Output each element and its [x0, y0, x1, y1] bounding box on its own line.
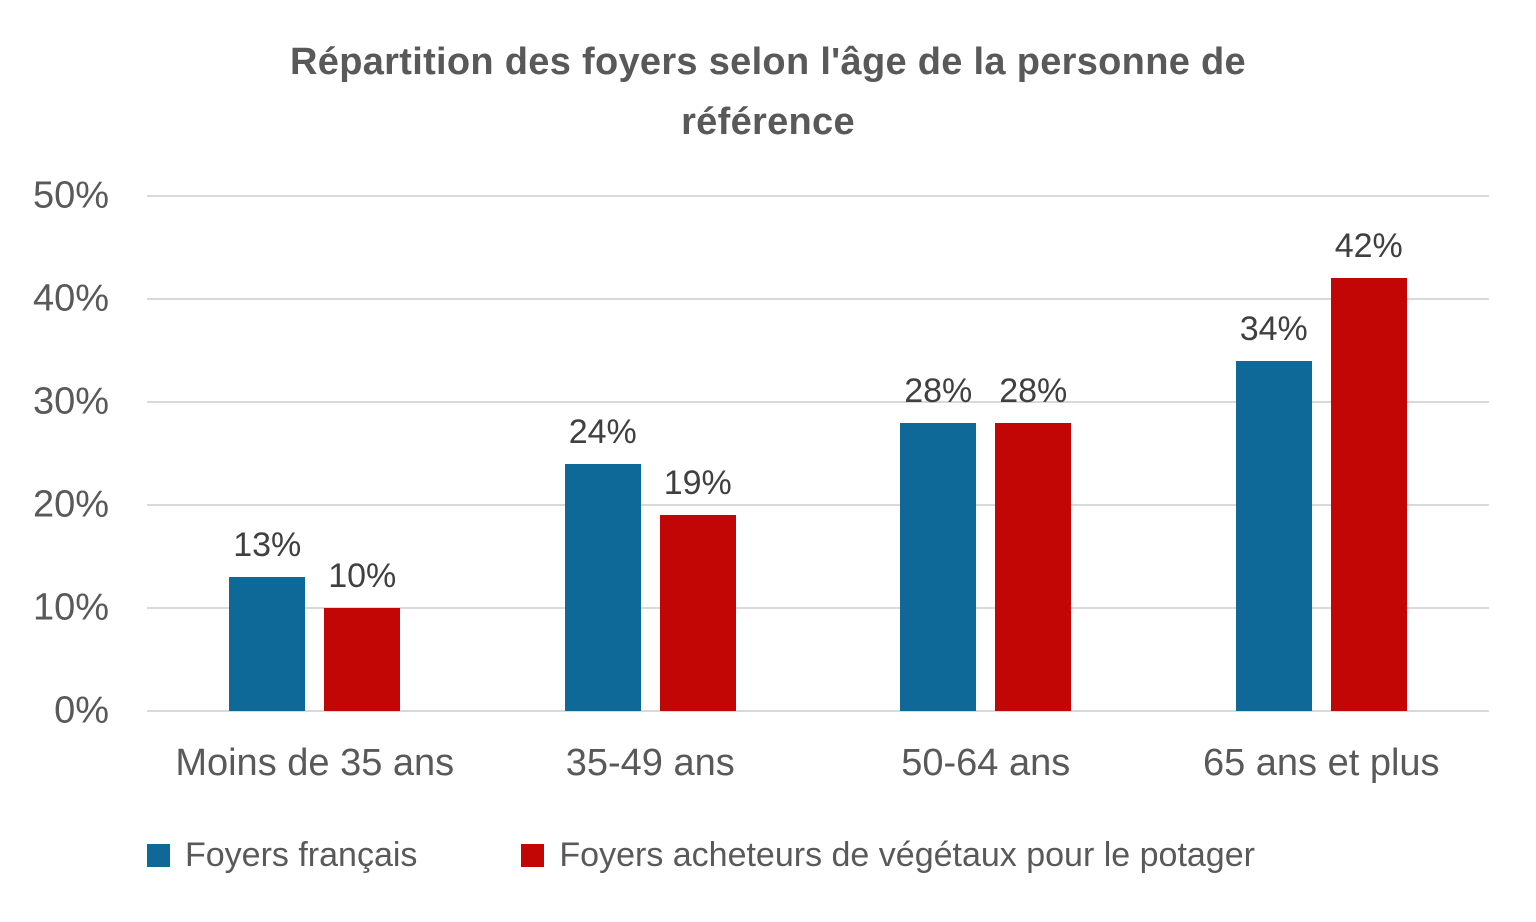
bar-series1 [900, 422, 977, 711]
y-axis-tick-label: 50% [32, 174, 109, 217]
category-label: 35-49 ans [565, 742, 735, 784]
chart-title-line1: Répartition des foyers selon l'âge de la… [290, 41, 1246, 83]
data-label: 28% [904, 371, 973, 410]
bar-series1 [1235, 360, 1312, 711]
data-label: 13% [233, 526, 302, 565]
legend-item-series1: Foyers français [147, 836, 417, 875]
legend-item-series2: Foyers acheteurs de végétaux pour le pot… [521, 836, 1255, 875]
category-label: Moins de 35 ans [175, 742, 455, 784]
legend: Foyers français Foyers acheteurs de végét… [147, 836, 1255, 875]
plot-area: 0% 10% 20% 30% 40% 50% 13% 10% 24% 19% 28% 28% 34% 42… [33, 175, 1489, 732]
data-label: 34% [1239, 309, 1308, 348]
bar-series1 [564, 463, 641, 711]
legend-label: Foyers français [185, 836, 418, 874]
gridline [147, 607, 1489, 609]
category-label: 50-64 ans [901, 742, 1071, 784]
gridline [147, 195, 1489, 197]
y-axis-tick-label: 40% [32, 277, 109, 320]
gridline [147, 401, 1489, 403]
legend-label: Foyers acheteurs de végétaux pour le pot… [559, 836, 1255, 874]
y-axis-tick-label: 0% [54, 689, 109, 732]
chart-title: Répartition des foyers selon l'âge de la… [0, 32, 1536, 152]
x-axis: Moins de 35 ans 35-49 ans 50-64 ans 65 ans … [147, 742, 1489, 794]
y-axis-tick-label: 30% [32, 380, 109, 423]
category-label: 65 ans et plus [1202, 742, 1440, 784]
bar-series2 [659, 515, 736, 711]
gridline [147, 710, 1489, 712]
bar-series2 [995, 422, 1072, 711]
gridline [147, 298, 1489, 300]
y-axis-tick-label: 10% [32, 586, 109, 629]
bar-series2 [324, 608, 401, 711]
blue-legend-swatch-icon [147, 844, 170, 867]
gridline [147, 504, 1489, 506]
red-legend-swatch-icon [521, 844, 545, 867]
data-label: 28% [999, 371, 1068, 410]
data-label: 10% [328, 557, 397, 595]
y-axis-tick-label: 20% [32, 483, 109, 526]
chart-title-line2: référence [681, 101, 855, 143]
bar-series2 [1330, 278, 1407, 711]
bar-series1 [229, 577, 306, 711]
data-label: 42% [1334, 227, 1403, 266]
data-label: 24% [568, 412, 637, 451]
data-label: 19% [663, 464, 732, 503]
